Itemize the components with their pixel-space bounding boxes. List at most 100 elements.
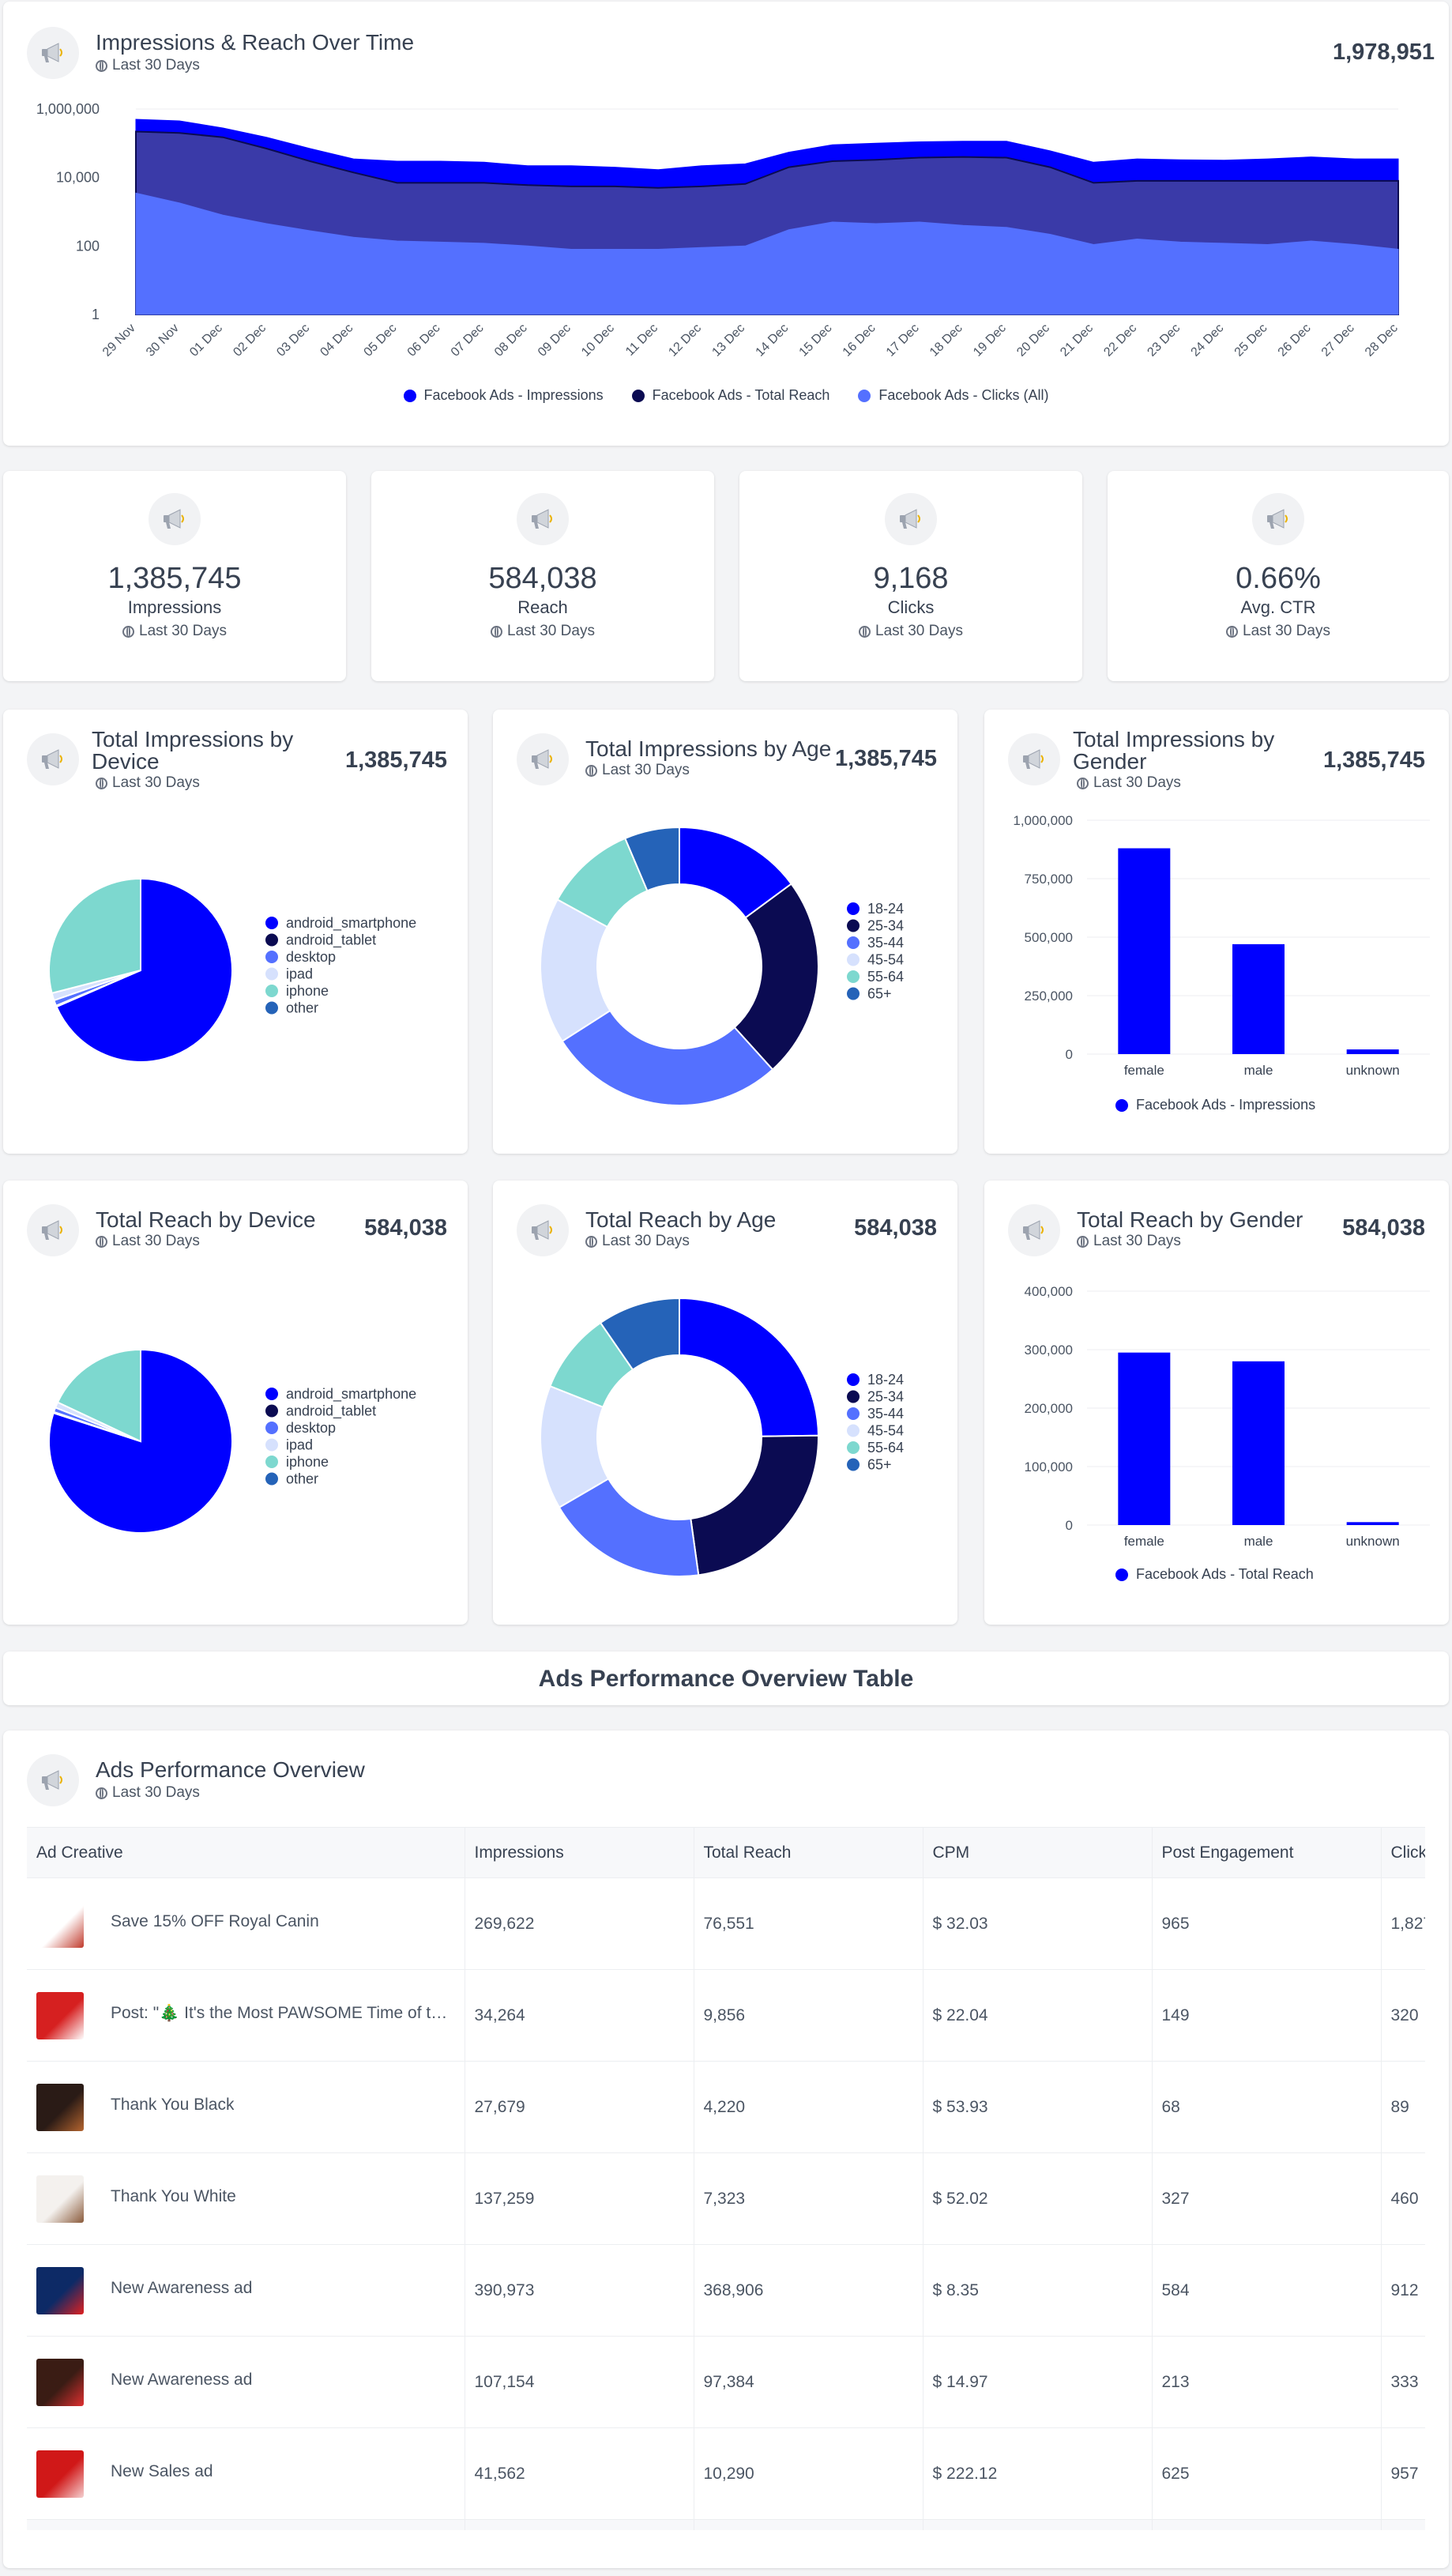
ad-thumbnail[interactable] (36, 2266, 84, 2314)
table-cell-impressions: 390,973 (465, 2244, 694, 2337)
table-cell-reach: 76,551 (694, 1877, 923, 1970)
ad-creative-name[interactable]: New Awareness ad (111, 2370, 253, 2389)
area-series-3[interactable] (135, 192, 1399, 315)
legend-label: android_smartphone (286, 915, 416, 932)
x-tick-label: 07 Dec (449, 322, 487, 360)
legend-label: desktop (286, 1420, 336, 1436)
table-cell-clicks: 957 (1381, 2427, 1425, 2520)
slice-25-34[interactable] (733, 883, 819, 1071)
ad-thumbnail[interactable] (36, 1900, 84, 1948)
column-header[interactable]: Clicks (1381, 1827, 1425, 1878)
table-row[interactable]: Save 15% OFF Royal Canin 269,622 76,551 $ 3… (27, 1877, 1425, 1970)
ad-thumbnail[interactable] (36, 2175, 84, 2223)
ad-creative-name[interactable]: Thank You White (111, 2186, 236, 2205)
megaphone-icon (27, 1204, 79, 1256)
x-tick-label: 15 Dec (797, 322, 835, 360)
legend-label: ipad (286, 966, 313, 982)
bar-female[interactable] (1118, 1352, 1171, 1525)
x-tick-label: 14 Dec (754, 322, 792, 360)
legend-dot (847, 919, 860, 932)
x-tick-label: 29 Nov (100, 322, 138, 360)
period-label: Last 30 Days (1108, 623, 1449, 640)
ad-thumbnail[interactable] (36, 1991, 84, 2039)
legend-label: 45-54 (867, 952, 904, 968)
slice-65+[interactable] (623, 826, 680, 892)
slice-iphone[interactable] (48, 877, 141, 995)
x-tick-label: 18 Dec (927, 322, 965, 360)
period-label: Last 30 Days (1077, 1233, 1181, 1250)
bar-female[interactable] (1118, 848, 1171, 1054)
x-tick-label: 06 Dec (405, 322, 443, 360)
slice-android_smartphone[interactable] (55, 877, 233, 1063)
bar-unknown[interactable] (1346, 1049, 1399, 1054)
column-header[interactable]: Impressions (465, 1827, 694, 1878)
column-header[interactable]: Ad Creative (27, 1827, 465, 1878)
period-label: Last 30 Days (3, 623, 346, 640)
slice-18-24[interactable] (679, 1297, 819, 1437)
table-row[interactable]: New Awareness ad 390,973 368,906 $ 8.35 584 9… (27, 2244, 1425, 2337)
legend-item[interactable]: Facebook Ads - Impressions (403, 387, 604, 404)
table-cell-reach: 10,290 (694, 2427, 923, 2520)
legend-item[interactable]: Facebook Ads - Total Reach (631, 387, 829, 404)
bar-male[interactable] (1232, 1361, 1285, 1525)
slice-25-34[interactable] (690, 1434, 819, 1576)
x-tick-label: 04 Dec (318, 322, 355, 360)
legend-label: android_smartphone (286, 1386, 416, 1403)
globe-icon (122, 625, 135, 638)
table-row[interactable]: Post: "🎄 It's the Most PAWSOME Time of t… (27, 1969, 1425, 2062)
table-row[interactable]: Thank You White 137,259 7,323 $ 52.02 327 460 (27, 2152, 1425, 2245)
ad-creative-name[interactable]: New Awareness ad (111, 2278, 253, 2297)
table-cell-engagement: 149 (1152, 1969, 1382, 2062)
bar-male[interactable] (1232, 943, 1285, 1054)
globe-icon (1077, 777, 1089, 789)
x-tick-label: 22 Dec (1101, 322, 1139, 360)
table-cell-engagement: 965 (1152, 1877, 1382, 1970)
slice-iphone[interactable] (56, 1348, 141, 1443)
y-tick-label: 300,000 (1025, 1343, 1073, 1358)
y-tick-label: 400,000 (1025, 1284, 1073, 1299)
legend-dot (858, 389, 871, 402)
x-tick-label: 12 Dec (666, 322, 704, 360)
globe-icon (96, 59, 107, 72)
ad-creative-name[interactable]: New Sales ad (111, 2461, 213, 2480)
legend-dot (847, 936, 860, 949)
impressions-age-card: Total Impressions by Age Last 30 Days 1,… (493, 710, 957, 1154)
megaphone-icon (27, 1754, 79, 1806)
ad-thumbnail[interactable] (36, 2083, 84, 2131)
table-row[interactable]: New Sales ad 41,562 10,290 $ 222.12 625 957 (27, 2427, 1425, 2520)
column-header[interactable]: Post Engagement (1152, 1827, 1382, 1878)
legend-item[interactable]: Facebook Ads - Clicks (All) (858, 387, 1048, 404)
slice-android_smartphone[interactable] (48, 1348, 233, 1534)
y-tick-label: 100,000 (1025, 1459, 1073, 1474)
legend-dot (265, 1472, 278, 1486)
bar-unknown[interactable] (1346, 1522, 1399, 1525)
total-cell-engagement: 12,729 (1152, 2519, 1382, 2530)
table-row[interactable]: Thank You Black 27,679 4,220 $ 53.93 68 89 (27, 2061, 1425, 2153)
total-cell-clicks: 9,168 (1381, 2519, 1425, 2530)
slice-65+[interactable] (599, 1297, 680, 1371)
section-title: Ads Performance Overview Table (538, 1666, 914, 1692)
column-header[interactable]: CPM (923, 1827, 1153, 1878)
x-tick-label: 13 Dec (709, 322, 747, 360)
table-cell-clicks: 333 (1381, 2336, 1425, 2428)
column-header[interactable]: Total Reach (694, 1827, 923, 1878)
ad-creative-name[interactable]: Post: "🎄 It's the Most PAWSOME Time of t… (111, 2003, 455, 2022)
legend-dot (265, 1438, 278, 1452)
table-cell-cpm: $ 14.97 (923, 2336, 1153, 2428)
total-cell-reach: 584,038 (694, 2519, 923, 2530)
stat-card-impressions: 1,385,745 Impressions Last 30 Days (3, 471, 346, 681)
table-cell-cpm: $ 8.35 (923, 2244, 1153, 2337)
ad-creative-name[interactable]: Thank You Black (111, 2095, 235, 2114)
slice-35-44[interactable] (561, 1009, 774, 1106)
x-tick-label: unknown (1346, 1063, 1400, 1078)
table-cell-engagement: 68 (1152, 2061, 1382, 2153)
legend-dot (265, 1456, 278, 1468)
legend-label: ipad (286, 1437, 313, 1453)
ad-creative-name[interactable]: Save 15% OFF Royal Canin (111, 1911, 319, 1930)
ad-thumbnail[interactable] (36, 2450, 84, 2498)
table-cell-clicks: 320 (1381, 1969, 1425, 2062)
table-row[interactable]: New Awareness ad 107,154 97,384 $ 14.97 213 3… (27, 2336, 1425, 2428)
ad-thumbnail[interactable] (36, 2358, 84, 2406)
ads-table-scroll[interactable]: Ad Creative Impressions Total Reach CPM … (27, 1827, 1425, 2530)
